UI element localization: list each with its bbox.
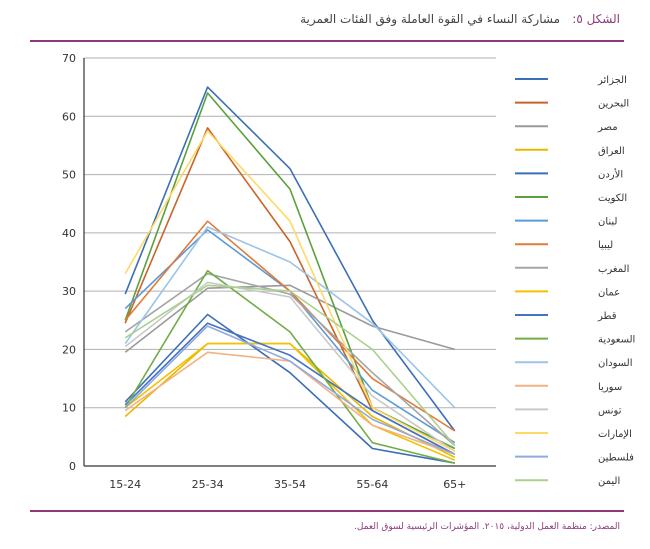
series-line-3: [124, 284, 456, 353]
y-tick-label: 60: [62, 110, 76, 123]
legend-label: مصر: [597, 122, 618, 133]
legend-label: الإمارات: [598, 429, 632, 440]
legend-label: ليبيا: [598, 240, 613, 251]
series-line-5: [124, 313, 455, 464]
legend-label: تونس: [598, 405, 622, 416]
legend-label: البحرين: [598, 99, 629, 110]
legend-label: اليمن: [598, 476, 620, 487]
series-line-12: [124, 269, 455, 464]
header-rule: [30, 40, 624, 42]
x-tick-label: 55-64: [356, 478, 388, 491]
y-tick-label: 40: [62, 227, 76, 240]
series-line-17: [124, 325, 456, 456]
y-tick-label: 30: [62, 285, 76, 298]
legend-label: الأردن: [598, 167, 623, 180]
legend-label: سوريا: [598, 382, 622, 393]
legend-label: عمان: [598, 287, 620, 298]
legend-label: السعودية: [598, 335, 635, 346]
legend-label: الجزائر: [597, 75, 627, 86]
footer-rule: [30, 510, 624, 512]
figure-label: الشكل ٥:: [572, 12, 620, 26]
y-tick-label: 0: [69, 460, 76, 473]
legend-label: فلسطين: [598, 453, 634, 464]
y-tick-label: 20: [62, 343, 76, 356]
series-line-6: [124, 92, 456, 450]
x-tick-label: 35-54: [274, 478, 306, 491]
source-note: المصدر: منظمة العمل الدولية، ٢٠١٥. المؤش…: [354, 522, 620, 532]
series-line-9: [124, 272, 456, 447]
y-tick-label: 10: [62, 402, 76, 415]
legend-label: لبنان: [598, 217, 617, 228]
series-line-16: [124, 130, 456, 453]
series-line-11: [124, 322, 456, 456]
series-line-18: [124, 284, 456, 447]
x-tick-label: 25-34: [192, 478, 224, 491]
legend-label: المغرب: [598, 264, 629, 275]
series-line-10: [124, 342, 456, 461]
legend-label: قطر: [597, 311, 617, 322]
legend-label: السودان: [598, 358, 633, 369]
figure-header: الشكل ٥: مشاركة النساء في القوة العاملة …: [0, 10, 650, 32]
legend-label: الكويت: [598, 193, 627, 204]
series-line-1: [124, 86, 456, 432]
legend-label: العراق: [598, 146, 625, 157]
figure-title: مشاركة النساء في القوة العاملة وفق الفئا…: [300, 12, 560, 26]
x-tick-label: 15-24: [109, 478, 141, 491]
y-tick-label: 70: [62, 52, 76, 65]
y-tick-label: 50: [62, 169, 76, 182]
x-tick-label: 65+: [443, 478, 466, 491]
series-line-15: [124, 281, 456, 453]
series-line-13: [124, 226, 456, 409]
